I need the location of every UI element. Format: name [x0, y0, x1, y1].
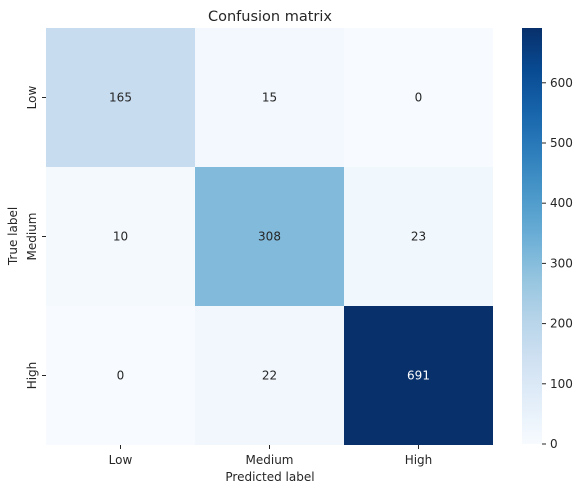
- heatmap-cells: 165 15 0 10 308 23 0 22 691: [46, 28, 493, 445]
- colorbar-tick-label: 0: [550, 437, 558, 451]
- colorbar-tick-label: 500: [550, 136, 573, 150]
- cell-value-label: 22: [262, 369, 277, 383]
- colorbar-tick-label: 400: [550, 196, 573, 210]
- heatmap-cell: [46, 306, 195, 445]
- x-tick-label: Medium: [246, 453, 294, 467]
- colorbar-tick-label: 100: [550, 377, 573, 391]
- x-axis-label: Predicted label: [225, 470, 314, 484]
- y-tick-group: Low Medium High: [25, 86, 46, 390]
- x-tick-label: High: [405, 453, 433, 467]
- y-axis-label: True label: [6, 207, 20, 266]
- heatmap-cell: [344, 306, 493, 445]
- colorbar: [522, 28, 542, 444]
- cell-value-label: 10: [113, 230, 128, 244]
- cell-value-label: 165: [109, 91, 132, 105]
- heatmap-cell: [344, 167, 493, 306]
- y-tick-label: Medium: [25, 213, 39, 261]
- cell-value-label: 0: [117, 369, 125, 383]
- colorbar-tick-label: 600: [550, 76, 573, 90]
- cell-value-label: 23: [411, 230, 426, 244]
- chart-title: Confusion matrix: [208, 9, 332, 25]
- cell-value-label: 691: [407, 369, 430, 383]
- colorbar-tick-label: 200: [550, 317, 573, 331]
- heatmap-cell: [46, 167, 195, 306]
- cell-value-label: 15: [262, 91, 277, 105]
- x-tick-label: Low: [109, 453, 133, 467]
- heatmap-cell: [46, 28, 195, 167]
- cell-value-label: 0: [415, 91, 423, 105]
- colorbar-tick-label: 300: [550, 256, 573, 270]
- y-tick-label: High: [25, 362, 39, 390]
- colorbar-ticks: 0 100 200 300 400 500 600: [542, 76, 573, 451]
- heatmap-cell: [195, 306, 344, 445]
- heatmap-cell: [195, 167, 344, 306]
- x-tick-group: Low Medium High: [109, 445, 433, 467]
- y-tick-label: Low: [25, 86, 39, 110]
- cell-value-label: 308: [258, 230, 281, 244]
- heatmap-cell: [344, 28, 493, 167]
- heatmap-cell: [195, 28, 344, 167]
